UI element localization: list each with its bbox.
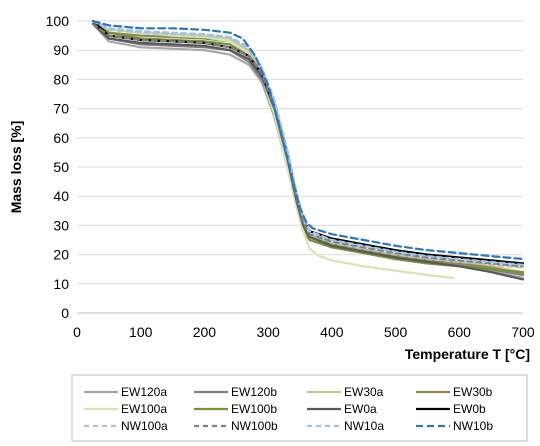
- y-tick-label-10: 100: [46, 13, 70, 29]
- legend-label-ew30b: EW30b: [453, 385, 493, 399]
- y-tick-label-2: 20: [53, 247, 69, 263]
- x-tick-label-6: 600: [448, 324, 472, 340]
- legend-label-nw10b: NW10b: [453, 419, 493, 433]
- y-tick-label-8: 80: [53, 71, 69, 87]
- series-line-ew100a: [91, 19, 454, 280]
- x-tick-label-7: 700: [511, 324, 535, 340]
- grid: [77, 20, 523, 285]
- y-tick-label-0: 0: [61, 305, 69, 321]
- series-group: [91, 19, 525, 281]
- x-tick-label-4: 400: [320, 324, 344, 340]
- y-axis-label: Mass loss [%]: [8, 121, 24, 214]
- x-tick-label-5: 500: [384, 324, 408, 340]
- legend-label-ew100b: EW100b: [231, 402, 277, 416]
- series-line-nw10a: [91, 19, 525, 266]
- legend-label-ew100a: EW100a: [121, 402, 167, 416]
- legend-label-nw10a: NW10a: [344, 419, 384, 433]
- legend-label-nw100a: NW100a: [121, 419, 168, 433]
- x-tick-label-1: 100: [129, 324, 153, 340]
- legend-label-ew120a: EW120a: [121, 385, 167, 399]
- legend-label-ew0b: EW0b: [453, 402, 486, 416]
- legend-label-ew120b: EW120b: [231, 385, 277, 399]
- y-tick-label-4: 40: [53, 188, 69, 204]
- series-line-ew120a: [91, 22, 525, 280]
- y-tick-label-5: 50: [53, 159, 69, 175]
- legend-label-nw100b: NW100b: [231, 419, 278, 433]
- series-line-nw100a: [91, 19, 525, 269]
- y-tick-label-7: 70: [53, 101, 69, 117]
- legend-label-ew30a: EW30a: [344, 385, 384, 399]
- tick-labels: 0 100 200 300 400 500 600 700 0 10 20 30 40 50 60 70 80 9…: [46, 13, 535, 340]
- y-tick-label-1: 10: [53, 276, 69, 292]
- legend-label-ew0a: EW0a: [344, 402, 377, 416]
- x-tick-label-2: 200: [193, 324, 217, 340]
- y-tick-label-6: 60: [53, 130, 69, 146]
- y-tick-label-9: 90: [53, 42, 69, 58]
- series-line-nw10b: [91, 19, 525, 261]
- x-tick-label-0: 0: [73, 324, 81, 340]
- y-tick-label-3: 30: [53, 217, 69, 233]
- x-axis-label: Temperature T [°C]: [405, 346, 530, 362]
- legend: EW120a EW120b EW30a EW30b EW100a EW100b EW0a EW…: [71, 374, 528, 442]
- legend-box: [71, 374, 528, 442]
- x-tick-label-3: 300: [256, 324, 280, 340]
